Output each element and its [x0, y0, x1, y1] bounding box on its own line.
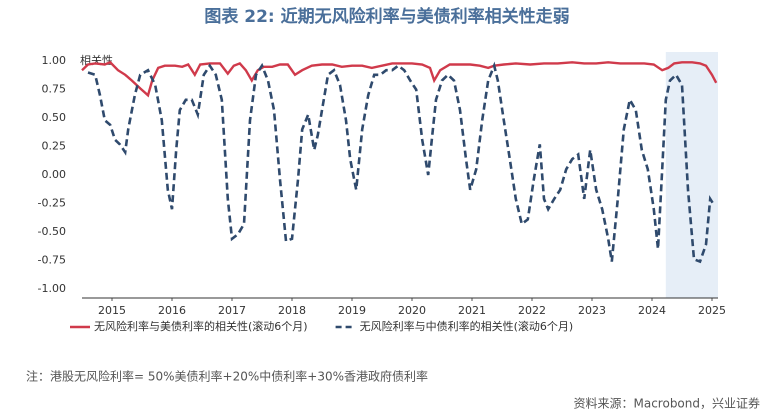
y-tick-label: -0.50: [38, 225, 66, 238]
line-series: [81, 60, 718, 98]
x-tick-label: 2022: [518, 304, 546, 317]
x-tick-label: 2015: [98, 304, 126, 317]
x-tick-label: 2020: [398, 304, 426, 317]
y-tick-label: 0.75: [42, 83, 67, 96]
y-tick-label: 0.25: [42, 140, 67, 153]
y-tick-label: -0.75: [38, 253, 66, 266]
legend-label: 无风险利率与美债利率的相关性(滚动6个月): [94, 319, 308, 333]
x-tick-label: 2017: [218, 304, 246, 317]
y-tick-label: 0.00: [42, 168, 67, 181]
y-tick-label: -1.00: [38, 282, 66, 295]
legend-label: 无风险利率与中债利率的相关性(滚动6个月): [360, 319, 574, 333]
x-tick-label: 2024: [638, 304, 666, 317]
y-tick-label: 0.50: [42, 111, 67, 124]
note: 注：港股无风险利率= 50%美债利率+20%中债利率+30%香港政府债利率: [26, 369, 428, 384]
x-tick-label: 2025: [698, 304, 726, 317]
line-series: [87, 61, 715, 264]
y-axis-label: 相关性: [80, 53, 113, 67]
x-tick-label: 2016: [158, 304, 186, 317]
x-tick-label: 2018: [278, 304, 306, 317]
chart-title: 图表 22: 近期无风险利率与美债利率相关性走弱: [204, 6, 569, 27]
source: 资料来源：Macrobond，兴业证券: [574, 396, 761, 411]
y-tick-label: 1.00: [42, 54, 67, 67]
highlight-band: [665, 52, 718, 298]
x-tick-label: 2021: [458, 304, 486, 317]
x-tick-label: 2019: [338, 304, 366, 317]
y-tick-label: -0.25: [38, 196, 66, 209]
x-tick-label: 2023: [578, 304, 606, 317]
